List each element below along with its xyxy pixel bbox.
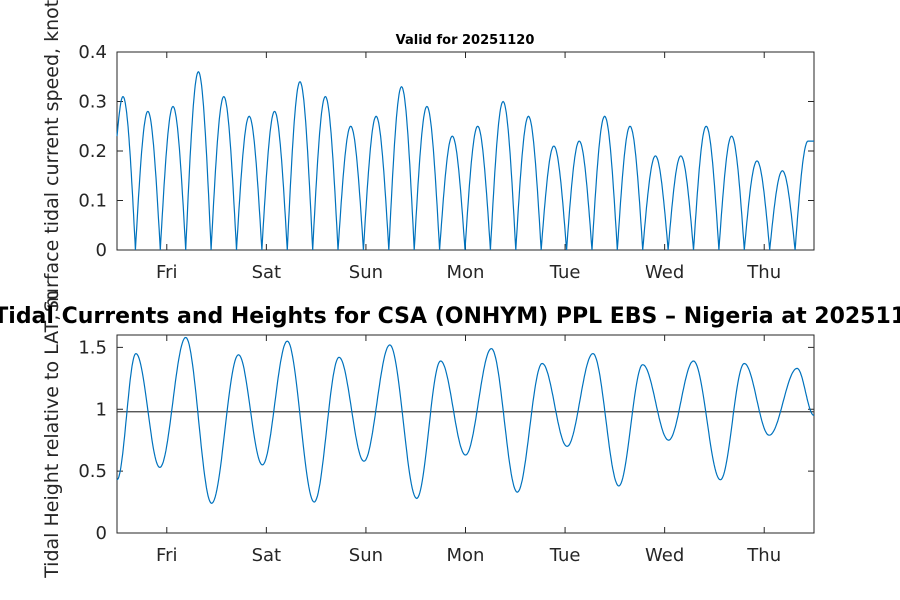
figure-title: Tidal Currents and Heights for CSA (ONHY… <box>0 304 900 329</box>
height-xtick-label: Sun <box>349 545 383 566</box>
current-speed-title: Valid for 20251120 <box>396 33 535 48</box>
speed-xtick-label: Sun <box>349 262 383 283</box>
height-xtick-label: Sat <box>252 545 282 566</box>
current-speed-axes: 0 0.1 0.2 0.3 0.4 Fri Sat Sun Mon Tue Wed Thu Vali… <box>41 0 815 312</box>
height-xtick-label: Thu <box>746 545 781 566</box>
speed-xtick-label: Wed <box>645 262 684 283</box>
tidal-height-ylabel: Tidal Height relative to LAT, m <box>41 290 63 579</box>
height-ytick-label: 0.5 <box>78 461 107 482</box>
current-speed-ylabel: Surface tidal current speed, knots <box>41 0 63 312</box>
speed-xtick-label: Mon <box>447 262 485 283</box>
tidal-height-axes: 0 0.5 1 1.5 Fri Sat Sun Mon Tue Wed Thu Tidal Hei… <box>41 290 815 579</box>
current-speed-line <box>116 71 814 251</box>
speed-xtick-label: Fri <box>156 262 177 283</box>
speed-ytick-label: 0.3 <box>78 92 107 113</box>
current-speed-plot-area <box>116 51 815 251</box>
speed-xtick-label: Sat <box>252 262 282 283</box>
speed-xtick-label: Tue <box>549 262 581 283</box>
height-xtick-label: Wed <box>645 545 684 566</box>
height-xtick-label: Tue <box>549 545 581 566</box>
speed-xtick-label: Thu <box>746 262 781 283</box>
height-xtick-label: Mon <box>447 545 485 566</box>
height-ytick-label: 0 <box>96 523 107 544</box>
speed-ytick-label: 0.1 <box>78 191 107 212</box>
tidal-height-line <box>116 336 815 504</box>
speed-ytick-label: 0.2 <box>78 141 107 162</box>
height-xtick-label: Fri <box>156 545 177 566</box>
speed-ytick-label: 0 <box>96 240 107 261</box>
speed-ytick-label: 0.4 <box>78 42 107 63</box>
height-ytick-label: 1 <box>96 399 107 420</box>
height-ytick-label: 1.5 <box>78 337 107 358</box>
